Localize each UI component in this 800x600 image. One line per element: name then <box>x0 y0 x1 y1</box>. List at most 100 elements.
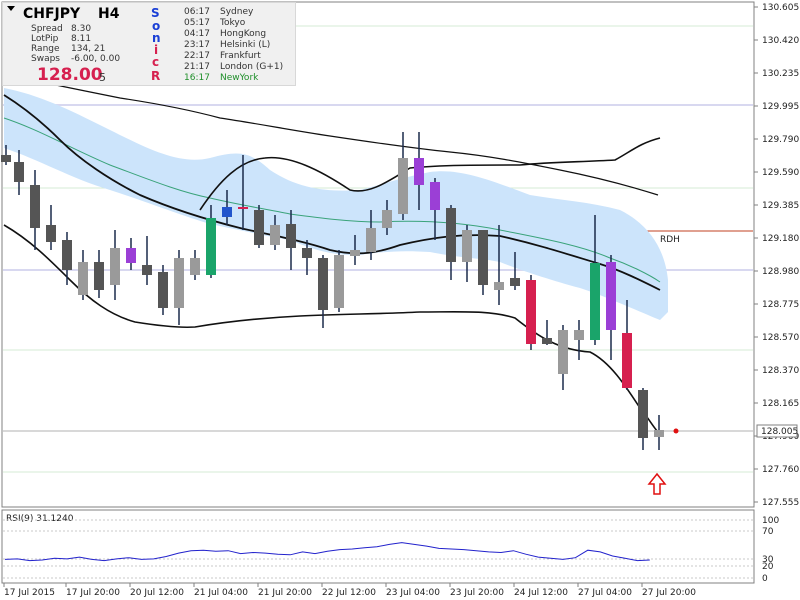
price-axis: 130.605 130.420 130.235 129.995 129.790 129.5… <box>754 3 799 508</box>
time-axis-label: 21 Jul 20:00 <box>258 588 312 598</box>
candle-body <box>446 208 456 262</box>
session-time: 16:17 <box>184 73 210 83</box>
price-axis-label: 128.980 <box>762 267 799 277</box>
range-value: 134, 21 <box>71 44 106 54</box>
band-center-line <box>3 117 661 283</box>
session-time: 21:17 <box>184 62 210 72</box>
time-axis-label: 22 Jul 12:00 <box>322 588 376 598</box>
session-time: 04:17 <box>184 29 210 39</box>
price-axis-label: 128.775 <box>762 300 799 310</box>
price-axis-label: 128.570 <box>762 333 799 343</box>
rdh-label: RDH <box>660 235 680 245</box>
session-name: Helsinki (L) <box>220 40 271 50</box>
candle-body <box>174 258 184 308</box>
candle-body <box>254 210 264 245</box>
candle-body <box>654 430 664 437</box>
candle-body <box>606 262 616 330</box>
price-axis-label: 130.235 <box>762 69 799 79</box>
candle-body <box>350 250 360 256</box>
rsi-axis-label: 20 <box>762 562 774 572</box>
candle-body <box>142 265 152 275</box>
sonic-letter-s: S <box>151 6 160 20</box>
candle-body <box>494 282 504 290</box>
upper-channel-line <box>3 73 659 196</box>
candle-body <box>1 155 11 162</box>
candles-group <box>1 132 664 450</box>
session-name: NewYork <box>220 73 259 83</box>
time-axis-label: 17 Jul 2015 <box>4 588 55 598</box>
time-axis-label: 21 Jul 04:00 <box>194 588 248 598</box>
lotpip-value: 8.11 <box>71 34 92 44</box>
time-axis-label: 20 Jul 12:00 <box>130 588 184 598</box>
candle-body <box>398 158 408 214</box>
candle-body <box>318 258 328 310</box>
price-small-digit: 5 <box>99 71 106 84</box>
price-axis-label: 127.760 <box>762 465 799 475</box>
price-axis-label: 128.165 <box>762 399 799 409</box>
session-name: Frankfurt <box>220 51 261 61</box>
candle-body <box>366 228 376 252</box>
candle-body <box>574 330 584 340</box>
time-axis: 17 Jul 2015 17 Jul 20:00 20 Jul 12:00 21 Ju… <box>3 583 696 598</box>
sonic-band <box>4 88 668 320</box>
price-axis-label: 130.605 <box>762 3 799 13</box>
buy-arrow-icon <box>647 472 667 495</box>
price-axis-label: 130.420 <box>762 36 799 46</box>
candle-body <box>558 330 568 374</box>
candle-body <box>94 262 104 290</box>
middle-channel-line <box>3 94 661 291</box>
candle-body <box>302 248 312 258</box>
candle-body <box>590 263 600 340</box>
price-axis-label: 128.370 <box>762 366 799 376</box>
rsi-axis-label: 0 <box>762 574 768 584</box>
candle-body <box>270 225 280 245</box>
time-axis-label: 23 Jul 20:00 <box>450 588 504 598</box>
candle-body <box>286 224 296 248</box>
rsi-axis-label: 70 <box>762 527 774 537</box>
session-name: Tokyo <box>220 18 246 28</box>
rsi-line <box>4 542 650 562</box>
current-price-tag-label: 128.005 <box>761 427 798 437</box>
candle-body <box>238 207 248 209</box>
session-name: London (G+1) <box>220 62 284 72</box>
session-time: 23:17 <box>184 40 210 50</box>
candle-body <box>638 390 648 438</box>
session-name: Sydney <box>220 7 254 17</box>
session-time: 05:17 <box>184 18 210 28</box>
candle-body <box>110 248 120 285</box>
candle-body <box>62 240 72 270</box>
lotpip-label: LotPip <box>31 34 59 44</box>
timeframe-label: H4 <box>98 6 120 22</box>
current-price-dot <box>673 428 679 434</box>
spread-value: 8.30 <box>71 24 92 34</box>
candle-body <box>510 278 520 286</box>
time-axis-label: 27 Jul 04:00 <box>578 588 632 598</box>
price-axis-label: 129.180 <box>762 234 799 244</box>
candle-body <box>526 280 536 344</box>
dropdown-arrow-icon[interactable] <box>7 6 15 11</box>
candle-body <box>334 255 344 308</box>
candle-body <box>430 182 440 210</box>
candle-body <box>190 258 200 275</box>
symbol-label: CHFJPY <box>23 6 81 22</box>
candle-body <box>462 230 472 262</box>
candle-body <box>382 210 392 228</box>
candle-body <box>78 262 88 295</box>
price-axis-label: 129.590 <box>762 168 799 178</box>
sonic-letter-i: i <box>154 43 159 57</box>
price-main: 128.00 <box>37 65 103 85</box>
candle-body <box>46 225 56 242</box>
candle-body <box>30 185 40 228</box>
time-axis-label: 23 Jul 04:00 <box>386 588 440 598</box>
candle-body <box>14 162 24 182</box>
current-price-tag <box>756 424 798 438</box>
session-time: 06:17 <box>184 7 210 17</box>
rsi-label: RSI(9) 31.1240 <box>6 514 74 524</box>
candle-body <box>126 248 136 263</box>
price-axis-label: 129.995 <box>762 102 799 112</box>
info-panel: CHFJPY H4 Spread 8.30 LotPip 8.11 Range … <box>2 2 296 86</box>
candle-body <box>622 333 632 388</box>
time-axis-label: 27 Jul 20:00 <box>642 588 696 598</box>
range-label: Range <box>31 44 60 54</box>
